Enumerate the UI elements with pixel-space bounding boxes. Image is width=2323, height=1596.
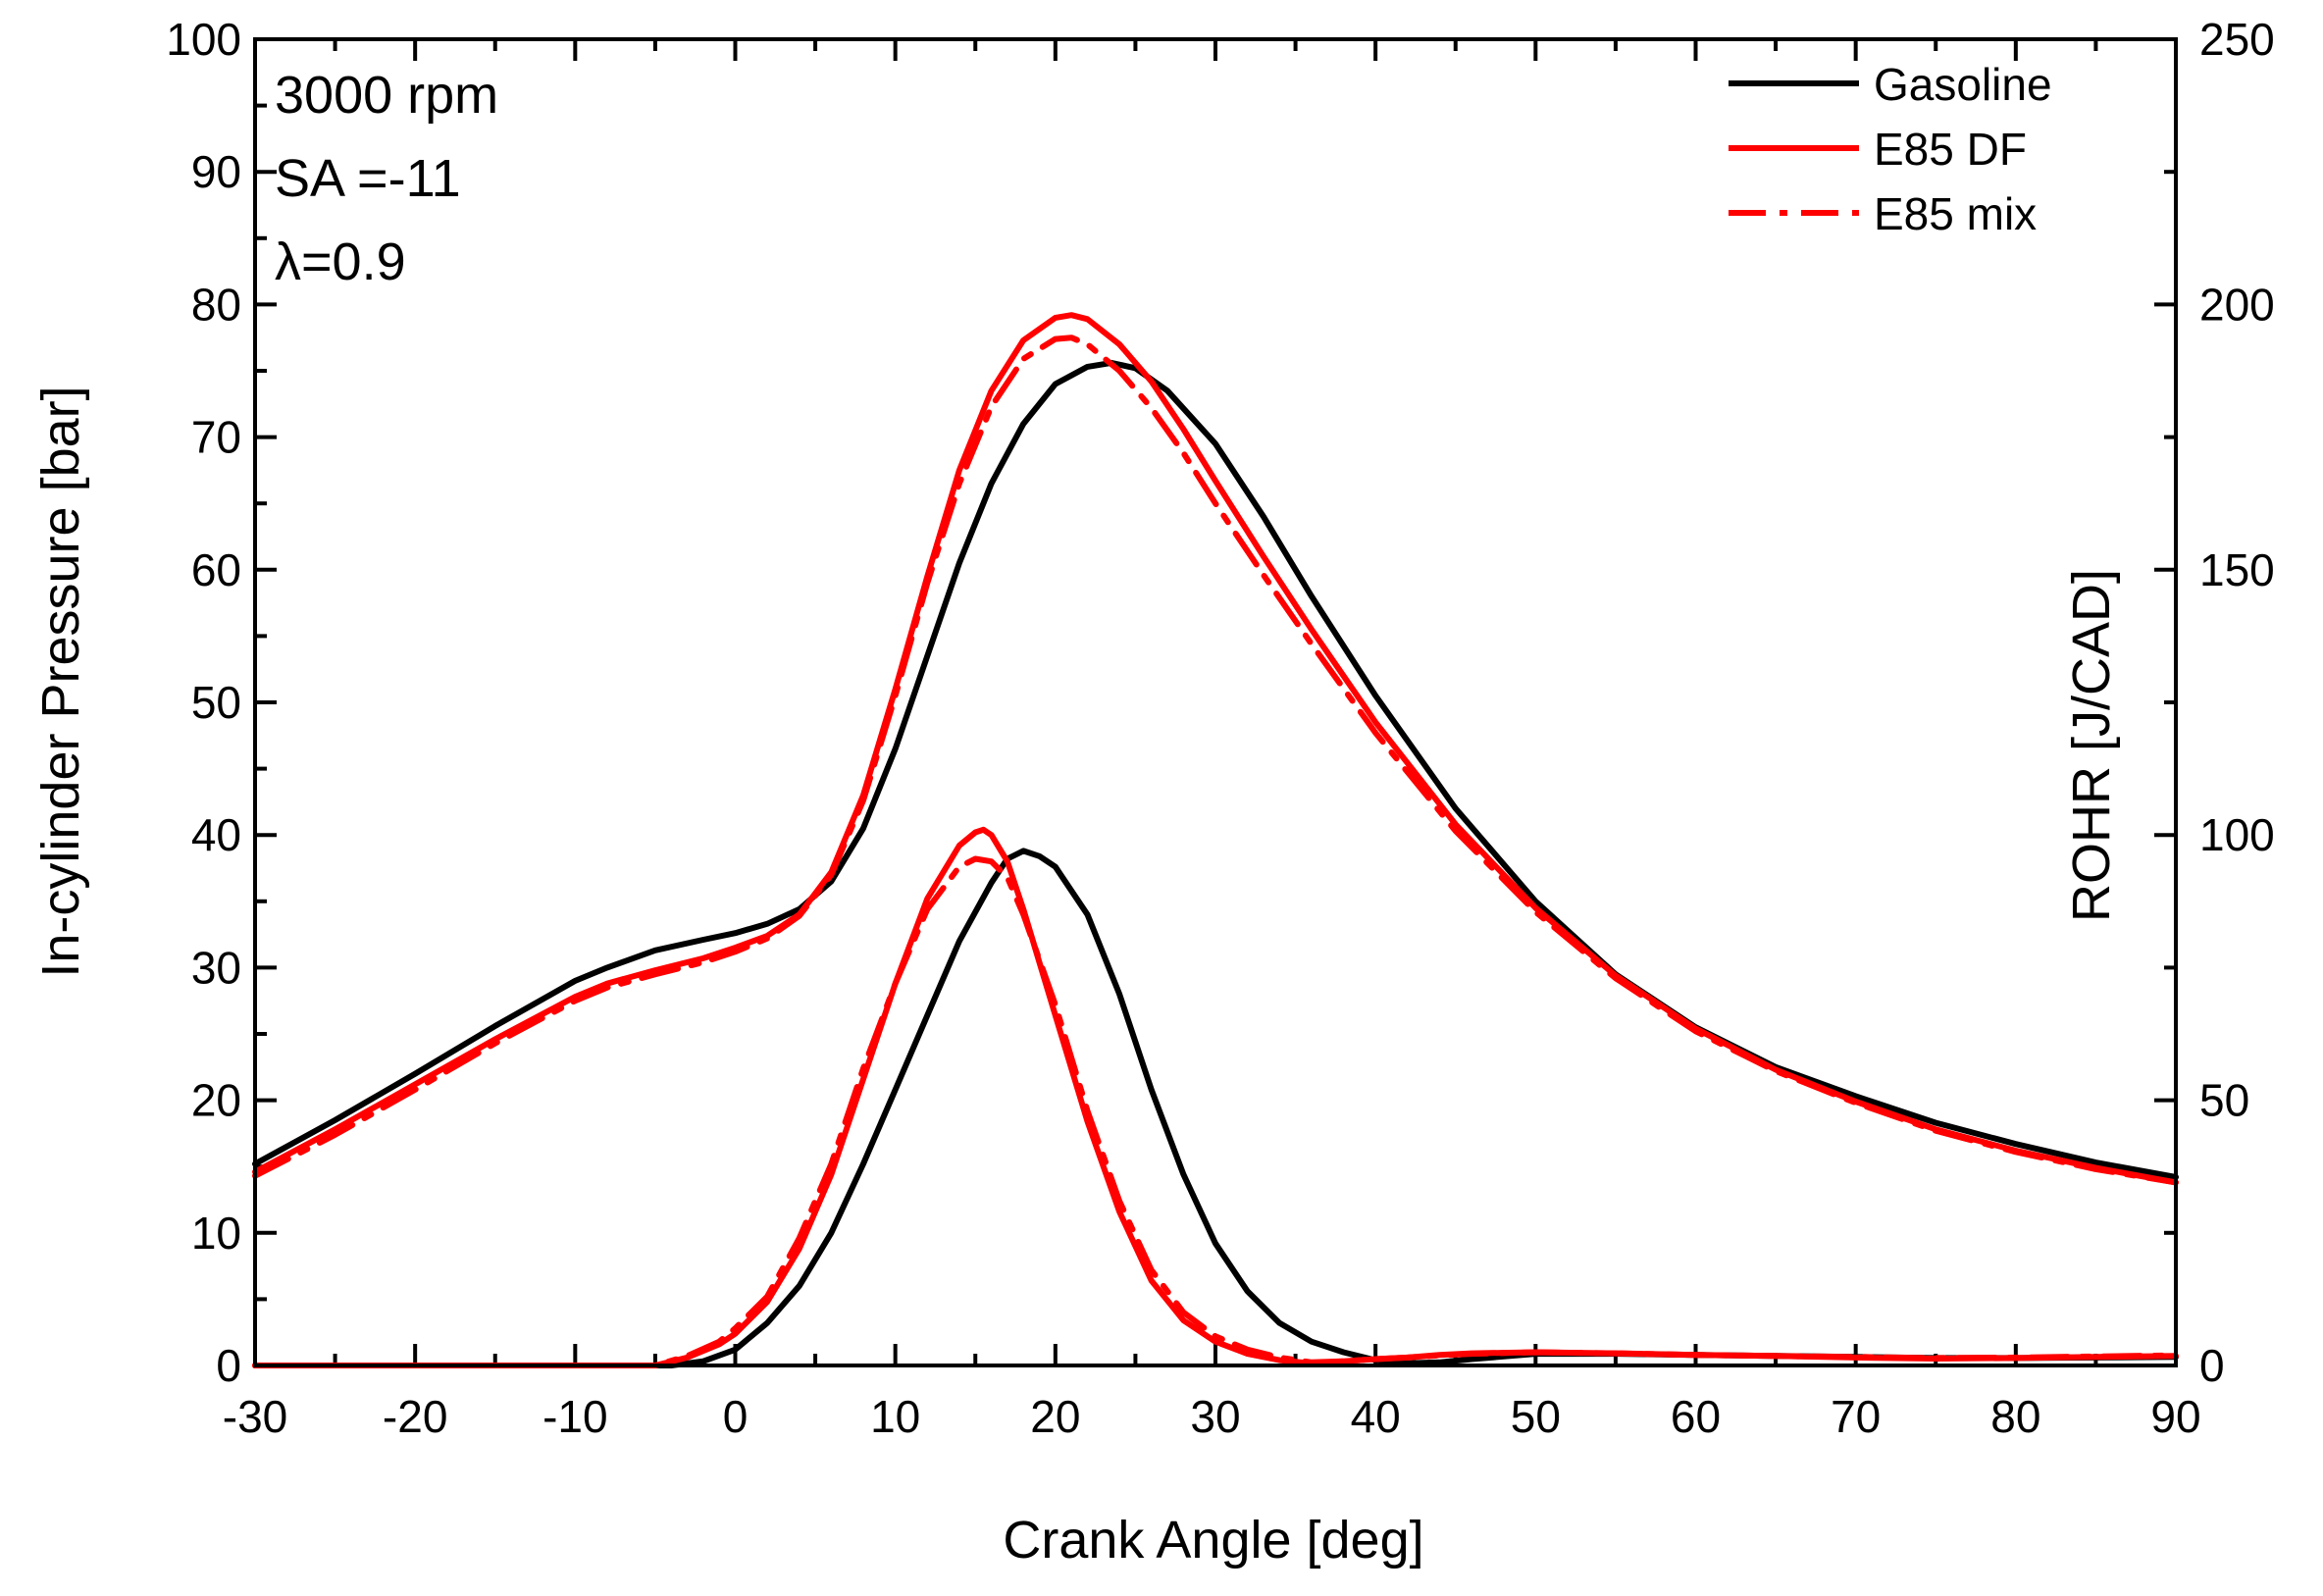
y-left-tick-label: 100 bbox=[166, 14, 241, 65]
x-tick-label: 20 bbox=[1030, 1391, 1080, 1442]
y-left-tick-label: 0 bbox=[216, 1340, 241, 1391]
annotation-lambda: λ=0.9 bbox=[275, 232, 406, 291]
x-tick-label: 80 bbox=[1990, 1391, 2040, 1442]
x-tick-label: -20 bbox=[383, 1391, 447, 1442]
legend-label: E85 DF bbox=[1874, 124, 2027, 175]
plot-frame bbox=[253, 37, 2178, 1367]
x-tick-label: 0 bbox=[723, 1391, 749, 1442]
series-line-e85-mix-rohr bbox=[252, 855, 2179, 1368]
y-right-tick-label: 50 bbox=[2199, 1075, 2249, 1126]
annotation-rpm: 3000 rpm bbox=[275, 66, 498, 125]
x-tick-label: 10 bbox=[870, 1391, 920, 1442]
x-tick-label: 70 bbox=[1831, 1391, 1881, 1442]
plot-area bbox=[252, 312, 2179, 1368]
y-left-tick-label: 10 bbox=[191, 1208, 241, 1259]
y-axis-label-left: In-cylinder Pressure [bar] bbox=[31, 386, 90, 977]
y-right-tick-label: 150 bbox=[2199, 544, 2275, 595]
tick-labels: -30 -20 -10 0 10 20 30 40 50 60 70 80 90010203040506… bbox=[166, 14, 2275, 1442]
legend-label: E85 mix bbox=[1874, 188, 2037, 239]
series-line-e85-mix bbox=[252, 335, 2179, 1186]
x-tick-label: 40 bbox=[1351, 1391, 1401, 1442]
x-tick-label: 30 bbox=[1190, 1391, 1240, 1442]
y-left-tick-label: 20 bbox=[191, 1075, 241, 1126]
y-right-tick-label: 250 bbox=[2199, 14, 2275, 65]
x-tick-label: -30 bbox=[223, 1391, 287, 1442]
annotation-spark-advance: SA =-11 bbox=[275, 149, 461, 208]
x-tick-label: 60 bbox=[1671, 1391, 1721, 1442]
y-left-tick-label: 50 bbox=[191, 677, 241, 728]
x-axis-label: Crank Angle [deg] bbox=[1003, 1511, 1423, 1570]
y-axis-label-right: ROHR [J/CAD] bbox=[2062, 569, 2121, 922]
x-tick-label: -10 bbox=[542, 1391, 607, 1442]
y-left-tick-label: 40 bbox=[191, 809, 241, 860]
y-right-tick-label: 0 bbox=[2199, 1340, 2225, 1391]
y-right-tick-label: 100 bbox=[2199, 809, 2275, 860]
y-left-tick-label: 30 bbox=[191, 942, 241, 993]
y-right-tick-label: 200 bbox=[2199, 279, 2275, 330]
legend-label: Gasoline bbox=[1874, 59, 2052, 110]
y-left-tick-label: 80 bbox=[191, 279, 241, 330]
x-tick-label: 90 bbox=[2150, 1391, 2200, 1442]
y-left-tick-label: 60 bbox=[191, 544, 241, 595]
y-left-tick-label: 90 bbox=[191, 146, 241, 197]
legend: Gasoline E85 DF E85 mix bbox=[1729, 59, 2052, 239]
x-tick-label: 50 bbox=[1511, 1391, 1561, 1442]
y-left-tick-label: 70 bbox=[191, 412, 241, 463]
series-line-e85-df-rohr bbox=[252, 826, 2179, 1368]
